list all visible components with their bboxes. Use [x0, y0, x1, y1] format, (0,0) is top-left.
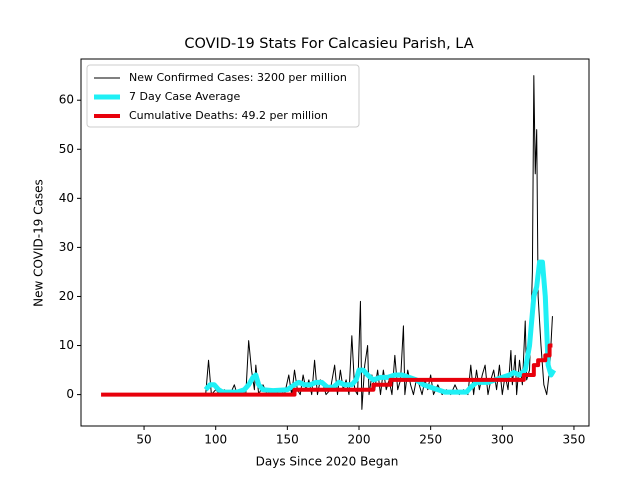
y-tick-label: 50 [59, 142, 74, 156]
y-tick-label: 40 [59, 191, 74, 205]
y-tick-label: 20 [59, 289, 74, 303]
x-tick-label: 250 [419, 433, 442, 447]
series-line [203, 259, 557, 395]
series-line [101, 343, 553, 397]
plot-frame [80, 58, 590, 427]
legend-label: 7 Day Case Average [129, 90, 241, 103]
y-tick-label: 0 [66, 387, 74, 401]
x-tick-label: 200 [348, 433, 371, 447]
x-axis-label: Days Since 2020 Began [256, 455, 399, 469]
x-tick-label: 100 [204, 433, 227, 447]
x-tick-label: 350 [563, 433, 586, 447]
x-tick-label: 300 [491, 433, 514, 447]
x-tick-label: 50 [136, 433, 151, 447]
y-tick-label: 30 [59, 240, 74, 254]
legend-box [86, 64, 360, 128]
y-tick-label: 10 [59, 338, 74, 352]
y-axis-label: New COVID-19 Cases [32, 179, 46, 307]
legend-label: Cumulative Deaths: 49.2 per million [129, 109, 328, 122]
x-tick-label: 150 [276, 433, 299, 447]
y-tick-label: 60 [59, 93, 74, 107]
legend-label: New Confirmed Cases: 3200 per million [129, 71, 347, 84]
chart-title: COVID-19 Stats For Calcasieu Parish, LA [184, 36, 473, 52]
